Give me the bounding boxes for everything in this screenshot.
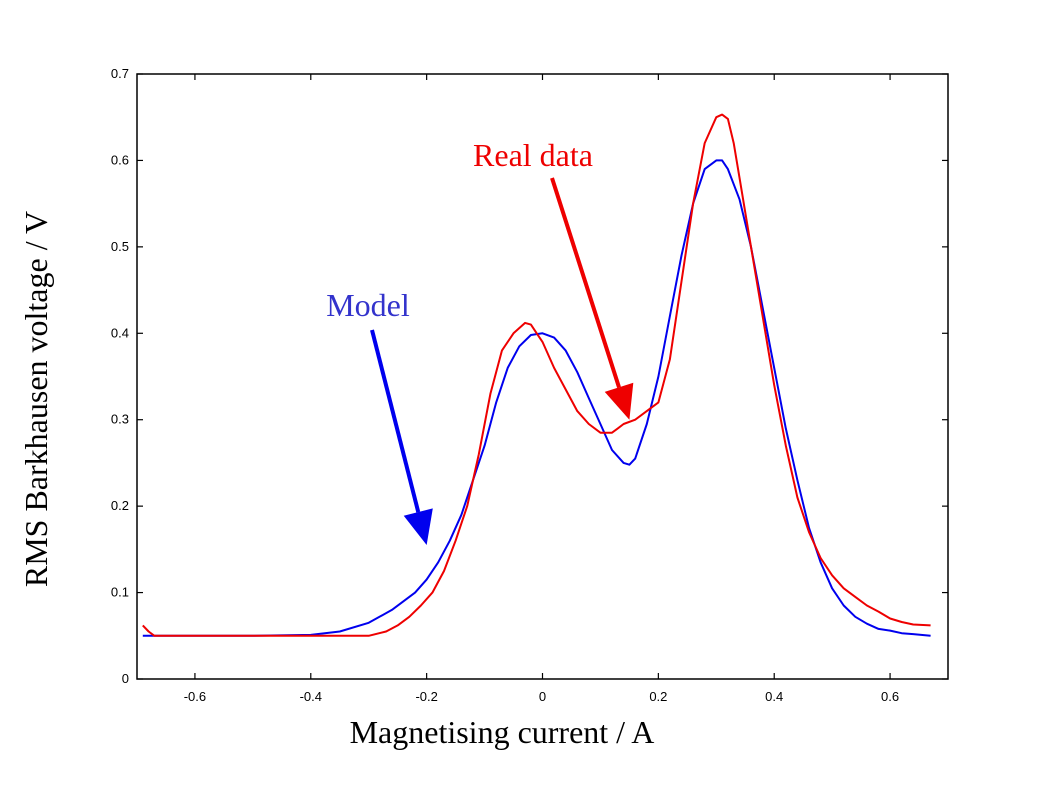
y-axis-title: RMS Barkhausen voltage / V (18, 211, 54, 587)
y-tick-label: 0.7 (111, 66, 129, 81)
y-tick-label: 0.1 (111, 585, 129, 600)
annotation-layer: Model Real data (326, 137, 634, 546)
y-tick-label: 0.5 (111, 239, 129, 254)
annotation-label-real-data: Real data (473, 137, 593, 173)
annotation-arrow-head (604, 382, 634, 420)
y-tick-label: 0 (122, 671, 129, 686)
x-tick-label: -0.2 (415, 689, 437, 704)
x-tick-label: 0.2 (649, 689, 667, 704)
x-tick-label: 0.6 (881, 689, 899, 704)
y-tick-label: 0.4 (111, 325, 129, 340)
y-tick-label: 0.6 (111, 152, 129, 167)
x-tick-label: -0.4 (300, 689, 322, 704)
x-tick-label: 0 (539, 689, 546, 704)
x-axis-title: Magnetising current / A (350, 714, 655, 750)
series-line-real-data (142, 113, 931, 637)
x-axis-ticks: -0.6 -0.4 -0.2 0 0.2 0.4 0.6 (184, 74, 899, 704)
y-axis-ticks: 0 0.1 0.2 0.3 0.4 0.5 0.6 0.7 (111, 66, 948, 686)
annotation-arrow-head (403, 508, 433, 546)
annotation-arrow-shaft (370, 329, 421, 513)
x-tick-label: 0.4 (765, 689, 783, 704)
y-tick-label: 0.3 (111, 412, 129, 427)
series-layer (142, 113, 931, 637)
series-line-model (142, 159, 931, 637)
annotation-label-model: Model (326, 287, 410, 323)
x-tick-label: -0.6 (184, 689, 206, 704)
y-tick-label: 0.2 (111, 498, 129, 513)
annotation-arrow-shaft (550, 177, 621, 388)
